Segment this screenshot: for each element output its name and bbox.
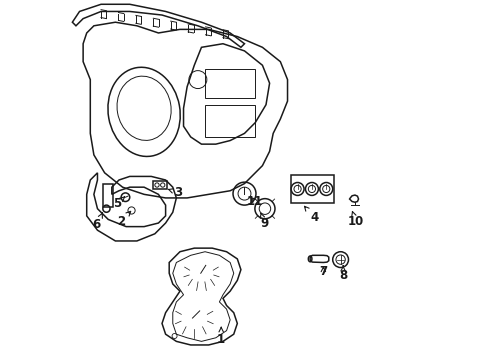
Text: 6: 6 [92,213,102,231]
Text: 11: 11 [246,195,263,208]
Text: 8: 8 [338,266,346,282]
Text: 2: 2 [117,211,130,228]
Text: 1: 1 [217,327,225,346]
Text: 3: 3 [168,186,182,199]
Bar [102,184,113,207]
Text: 5: 5 [113,197,124,210]
Bar [204,69,255,98]
Bar [204,105,255,137]
Text: 10: 10 [347,211,363,228]
Text: 9: 9 [260,213,268,230]
Bar [290,175,333,203]
Text: 4: 4 [304,206,318,224]
Bar [153,181,167,189]
Text: 7: 7 [319,265,327,278]
